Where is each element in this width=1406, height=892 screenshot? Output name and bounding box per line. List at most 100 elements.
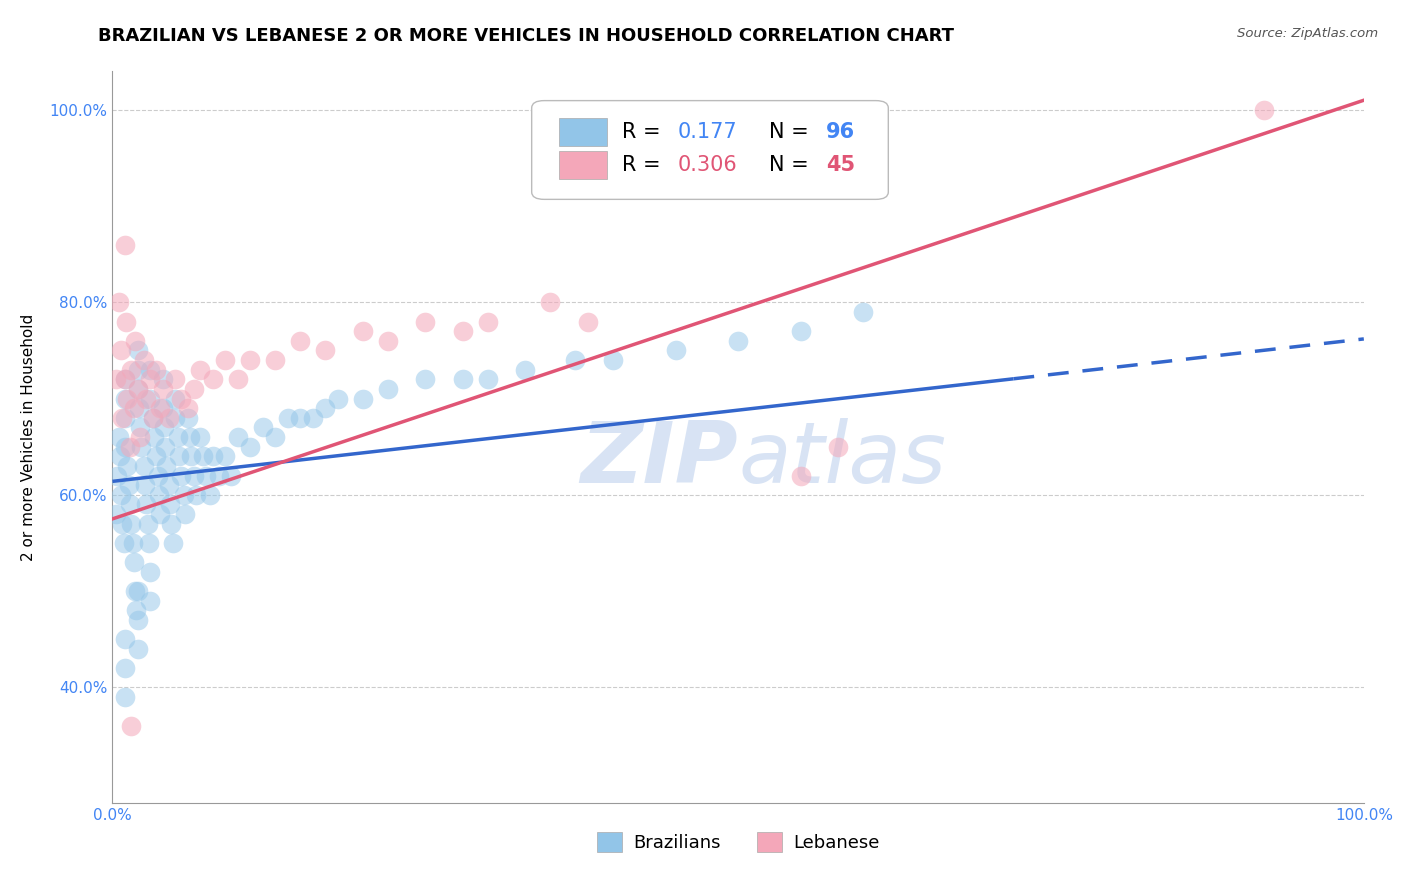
Point xyxy=(127,343,149,358)
Point xyxy=(152,420,174,434)
Point xyxy=(515,362,537,376)
Text: R =: R = xyxy=(621,122,666,142)
Point xyxy=(201,372,224,386)
Point xyxy=(157,410,180,425)
Point xyxy=(114,237,136,252)
Point xyxy=(117,392,139,406)
Point xyxy=(188,362,211,376)
Point xyxy=(127,382,149,396)
Point xyxy=(110,488,132,502)
Point xyxy=(141,410,163,425)
Point xyxy=(239,353,262,368)
FancyBboxPatch shape xyxy=(560,151,607,179)
Point xyxy=(664,343,686,358)
Point xyxy=(112,536,135,550)
Point xyxy=(114,661,136,675)
Point xyxy=(152,382,174,396)
Text: N =: N = xyxy=(769,155,815,175)
Point xyxy=(301,410,323,425)
Point xyxy=(118,498,141,512)
Y-axis label: 2 or more Vehicles in Household: 2 or more Vehicles in Household xyxy=(21,313,35,561)
Point xyxy=(145,450,167,464)
Point xyxy=(120,719,142,733)
Point xyxy=(198,488,221,502)
Point xyxy=(107,430,129,444)
Point xyxy=(135,498,157,512)
Point xyxy=(129,440,152,454)
Point xyxy=(1253,103,1275,117)
Text: 0.177: 0.177 xyxy=(678,122,738,142)
Point xyxy=(167,450,190,464)
Point xyxy=(124,584,146,599)
Point xyxy=(352,324,374,338)
Point xyxy=(214,450,236,464)
Point xyxy=(117,458,139,473)
Point xyxy=(124,334,146,348)
Point xyxy=(176,410,198,425)
Point xyxy=(129,430,152,444)
Point xyxy=(128,401,150,416)
Point xyxy=(277,410,299,425)
Point xyxy=(110,343,132,358)
Point xyxy=(122,555,145,569)
Point xyxy=(413,315,436,329)
Point xyxy=(155,458,177,473)
Point xyxy=(114,392,136,406)
Point xyxy=(173,488,195,502)
Point xyxy=(153,440,176,454)
Point xyxy=(114,372,136,386)
Point xyxy=(176,401,198,416)
Point xyxy=(136,516,159,531)
Text: 45: 45 xyxy=(825,155,855,175)
Point xyxy=(139,372,162,386)
Point xyxy=(538,295,561,310)
Point xyxy=(451,324,474,338)
Point xyxy=(152,401,174,416)
Point xyxy=(790,468,813,483)
Point xyxy=(576,315,599,329)
Point xyxy=(114,632,136,647)
Point xyxy=(114,440,136,454)
Point xyxy=(142,430,165,444)
Point xyxy=(127,613,149,627)
Point xyxy=(132,458,155,473)
Point xyxy=(451,372,474,386)
Point xyxy=(377,334,399,348)
Point xyxy=(139,565,162,579)
Point xyxy=(477,372,499,386)
Point xyxy=(127,382,149,396)
Point xyxy=(195,468,218,483)
Point xyxy=(114,372,136,386)
Point xyxy=(105,507,128,521)
Text: 96: 96 xyxy=(825,122,855,142)
Point xyxy=(326,392,349,406)
Point xyxy=(290,334,312,348)
Point xyxy=(163,410,186,425)
Point xyxy=(134,478,156,492)
Point xyxy=(108,450,131,464)
Point xyxy=(477,315,499,329)
Point xyxy=(201,450,224,464)
Point xyxy=(105,372,128,386)
Point xyxy=(602,353,624,368)
Point xyxy=(157,478,180,492)
Legend: Brazilians, Lebanese: Brazilians, Lebanese xyxy=(591,824,886,860)
Point xyxy=(132,353,155,368)
FancyBboxPatch shape xyxy=(531,101,889,200)
Point xyxy=(148,488,170,502)
Point xyxy=(221,468,243,483)
Point xyxy=(314,401,336,416)
Point xyxy=(264,430,287,444)
Point xyxy=(111,410,134,425)
Point xyxy=(183,382,205,396)
Point xyxy=(377,382,399,396)
Text: R =: R = xyxy=(621,155,666,175)
Point xyxy=(163,372,186,386)
Point xyxy=(179,430,201,444)
Point xyxy=(145,362,167,376)
Point xyxy=(188,430,211,444)
Point xyxy=(146,468,169,483)
Point xyxy=(122,401,145,416)
Text: 0.306: 0.306 xyxy=(678,155,738,175)
Point xyxy=(127,362,149,376)
